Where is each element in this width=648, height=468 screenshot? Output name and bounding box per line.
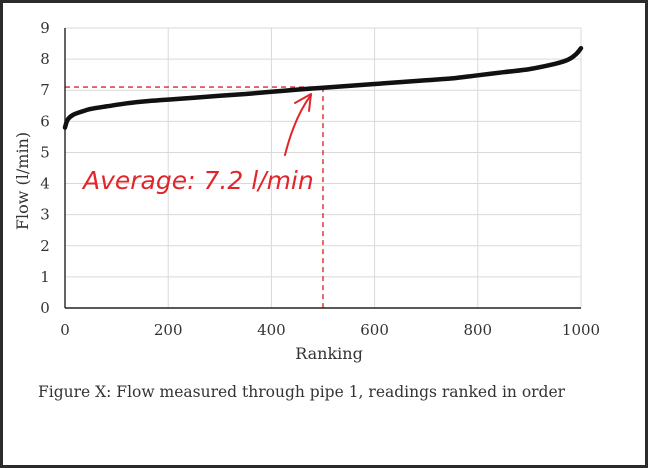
figure-caption: Figure X: Flow measured through pipe 1, … — [38, 383, 566, 401]
y-tick-label-9: 9 — [40, 19, 50, 37]
y-tick-label-1: 1 — [40, 268, 50, 286]
x-tick-label-1000: 1000 — [562, 321, 600, 339]
y-tick-label-8: 8 — [40, 50, 50, 68]
x-tick-label-800: 800 — [463, 321, 492, 339]
y-tick-label-3: 3 — [40, 206, 50, 224]
annotation-arrow — [284, 93, 312, 156]
flow-chart: 0 1 2 3 4 5 6 7 8 9 0 200 400 600 800 1000 Average: 7.2… — [13, 19, 600, 363]
y-tick-label-4: 4 — [40, 175, 50, 193]
x-tick-label-400: 400 — [257, 321, 286, 339]
y-tick-label-7: 7 — [40, 81, 50, 99]
axes — [64, 28, 581, 309]
y-tick-label-2: 2 — [40, 237, 50, 255]
average-annotation: Average: 7.2 l/min — [81, 166, 314, 195]
x-axis-title: Ranking — [295, 344, 363, 363]
series-line-flow — [62, 45, 584, 130]
average-reference-lines — [65, 86, 324, 308]
y-tick-label-0: 0 — [40, 299, 50, 317]
y-tick-label-5: 5 — [40, 143, 50, 161]
arrow-head — [294, 93, 312, 112]
x-tick-label-600: 600 — [360, 321, 389, 339]
arrow-shaft — [284, 94, 312, 156]
tick-labels: 0 1 2 3 4 5 6 7 8 9 0 200 400 600 800 1000 — [40, 19, 600, 339]
y-axis-title: Flow (l/min) — [13, 132, 32, 230]
x-tick-label-200: 200 — [154, 321, 183, 339]
y-tick-label-6: 6 — [40, 112, 50, 130]
x-tick-label-0: 0 — [60, 321, 70, 339]
series-layer — [62, 45, 584, 130]
